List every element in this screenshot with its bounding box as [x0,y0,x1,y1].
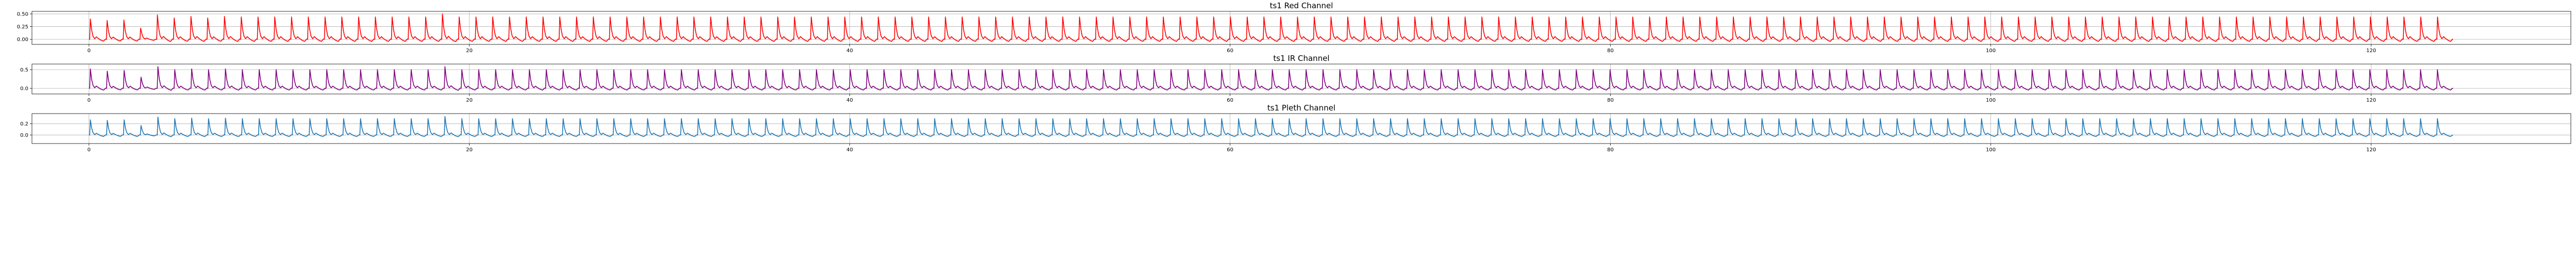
panel-1-ytick-label: 0.50 [17,11,28,17]
panel-1-ytick-label: 0.25 [17,24,28,30]
panel-2-xtick-label: 100 [1986,98,1996,103]
panel-1-xtick-label: 100 [1986,48,1996,54]
panel-2-axes-frame [31,64,2571,94]
panel-2-ytick-label: 0.5 [20,67,28,73]
panel-3-xtick-label: 60 [1227,147,1233,153]
panel-3-title: ts1 Pleth Channel [1267,103,1335,113]
panel-1-xtick-label: 120 [2366,48,2376,54]
panel-3-ytick-label: 0.2 [20,121,28,127]
panel-2-xtick-label: 120 [2366,98,2376,103]
panel-3-xtick-label: 100 [1986,147,1996,153]
panel-1-xtick-label: 40 [846,48,853,54]
panel-1-ytick-label: 0.00 [17,37,28,43]
panel-3-xtick-label: 40 [846,147,853,153]
panel-3-xtick-label: 0 [88,147,91,153]
panel-3-axes-frame [31,113,2571,144]
panel-2-title: ts1 IR Channel [1273,54,1329,63]
panel-2-xtick-label: 60 [1227,98,1233,103]
panel-1-signal-line [89,13,2453,42]
panel-1-xtick-label: 20 [466,48,473,54]
panel-2-xtick-label: 80 [1607,98,1614,103]
panel-2: ts1 IR Channel 0 20 40 60 80 100 120 0.0 0.5 [20,54,2571,103]
panel-1-xtick-label: 0 [88,48,91,54]
panel-2-ytick-label: 0.0 [20,86,28,92]
panel-2-signal-line [89,66,2453,91]
panel-1-xtick-label: 60 [1227,48,1233,54]
panel-1-title: ts1 Red Channel [1270,1,1333,10]
panel-3: ts1 Pleth Channel 0 20 40 60 80 100 120 0.0 0.2 [20,103,2571,153]
panel-1: ts1 Red Channel 0 20 40 60 80 100 120 0.00 0.25 0.… [17,1,2571,54]
panel-2-xtick-label: 40 [846,98,853,103]
panel-2-xtick-label: 20 [466,98,473,103]
panel-3-ytick-label: 0.0 [20,133,28,138]
panel-2-xtick-label: 0 [88,98,91,103]
panel-3-signal-line [89,116,2453,137]
panel-3-xtick-label: 120 [2366,147,2376,153]
panel-3-xtick-label: 20 [466,147,473,153]
panel-3-xtick-label: 80 [1607,147,1614,153]
panel-1-axes-frame [31,11,2571,45]
panel-1-xtick-label: 80 [1607,48,1614,54]
